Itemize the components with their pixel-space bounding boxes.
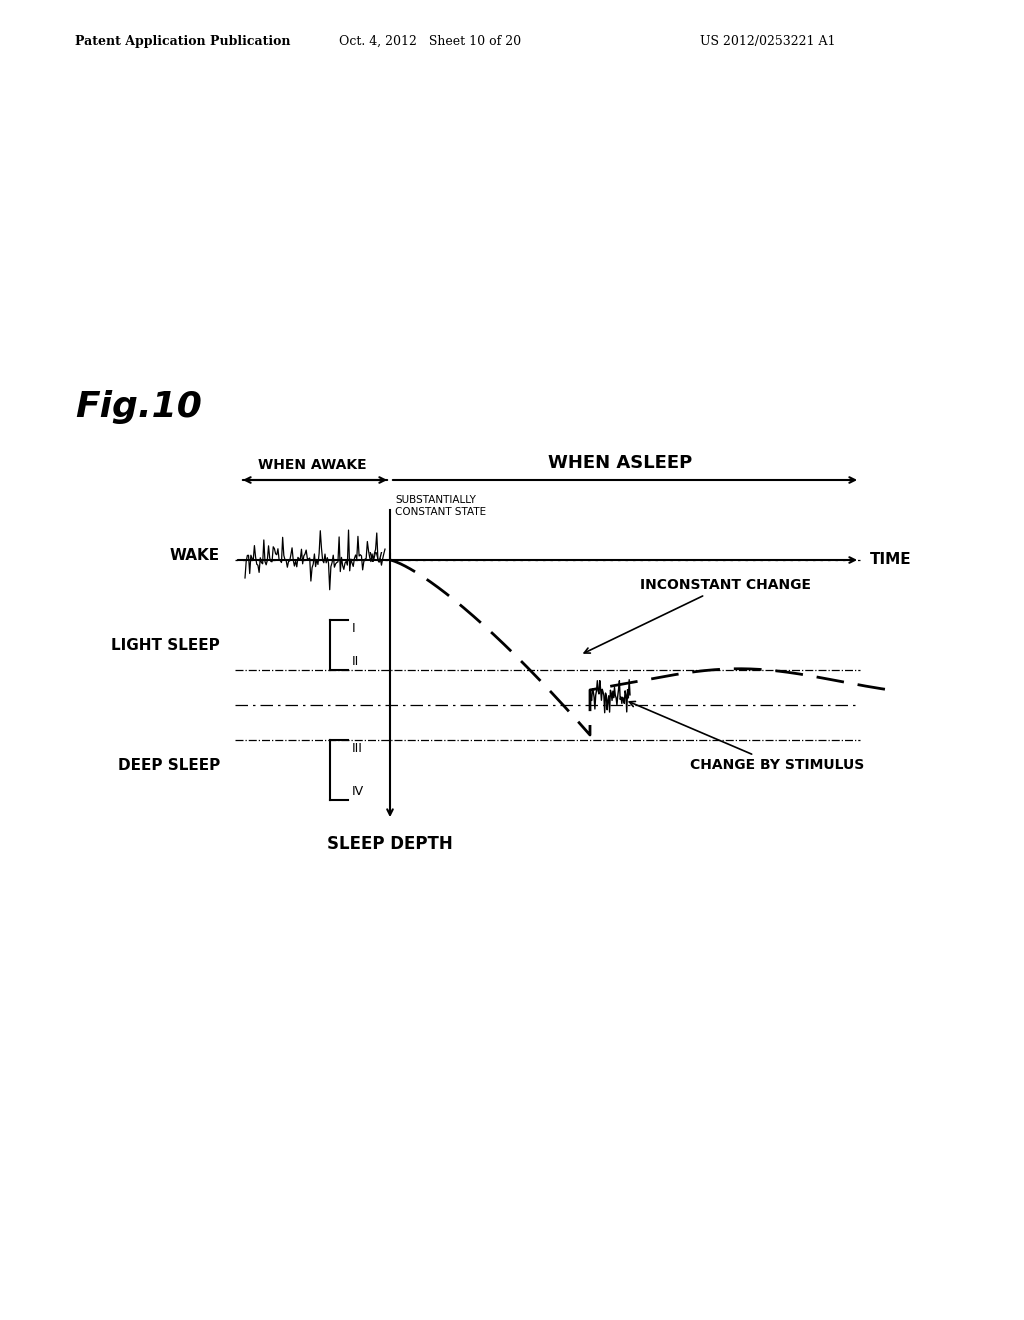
Text: I: I bbox=[352, 622, 355, 635]
Text: CHANGE BY STIMULUS: CHANGE BY STIMULUS bbox=[630, 701, 864, 772]
Text: Patent Application Publication: Patent Application Publication bbox=[75, 36, 291, 48]
Text: II: II bbox=[352, 655, 359, 668]
Text: W: W bbox=[369, 550, 382, 565]
Text: US 2012/0253221 A1: US 2012/0253221 A1 bbox=[700, 36, 836, 48]
Text: INCONSTANT CHANGE: INCONSTANT CHANGE bbox=[584, 578, 811, 653]
Text: LIGHT SLEEP: LIGHT SLEEP bbox=[112, 638, 220, 652]
Text: WAKE: WAKE bbox=[170, 548, 220, 562]
Text: SUBSTANTIALLY
CONSTANT STATE: SUBSTANTIALLY CONSTANT STATE bbox=[395, 495, 486, 516]
Text: Fig.10: Fig.10 bbox=[75, 389, 202, 424]
Text: Oct. 4, 2012   Sheet 10 of 20: Oct. 4, 2012 Sheet 10 of 20 bbox=[339, 36, 521, 48]
Text: WHEN AWAKE: WHEN AWAKE bbox=[258, 458, 367, 473]
Text: TIME: TIME bbox=[870, 553, 911, 568]
Text: SLEEP DEPTH: SLEEP DEPTH bbox=[327, 836, 453, 853]
Text: III: III bbox=[352, 742, 362, 755]
Text: IV: IV bbox=[352, 785, 365, 799]
Text: DEEP SLEEP: DEEP SLEEP bbox=[118, 758, 220, 772]
Text: WHEN ASLEEP: WHEN ASLEEP bbox=[548, 454, 692, 473]
